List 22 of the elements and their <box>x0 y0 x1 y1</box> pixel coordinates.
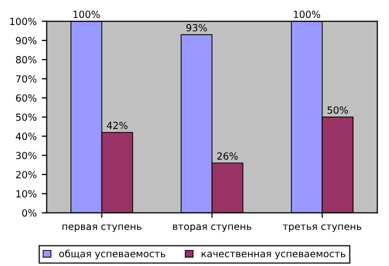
data-label: 42% <box>106 122 128 130</box>
legend-label: общая успеваемость <box>59 250 166 260</box>
data-label: 100% <box>294 10 320 18</box>
data-label: 100% <box>74 10 100 18</box>
y-tick-label: 70% <box>16 75 36 83</box>
data-label: 50% <box>328 106 348 114</box>
y-tick-label: 10% <box>16 190 36 198</box>
x-tick-label: первая ступень <box>62 224 142 232</box>
y-tick-label: 60% <box>16 94 36 102</box>
x-tick-label: третья ступень <box>282 224 362 232</box>
data-label: 93% <box>186 24 207 32</box>
y-tick-label: 100% <box>10 18 36 26</box>
y-tick-label: 50% <box>16 114 36 121</box>
y-tick-label: 30% <box>16 152 36 160</box>
y-tick-label: 40% <box>16 132 36 140</box>
y-tick-label: 80% <box>16 56 36 64</box>
y-tick-label: 90% <box>16 36 36 44</box>
x-tick-label: вторая ступень <box>173 224 252 232</box>
data-label: 26% <box>217 152 238 160</box>
y-tick-label: 20% <box>16 170 36 178</box>
y-tick-label: 0% <box>22 209 36 217</box>
legend-label: качественная успеваемость <box>202 252 346 260</box>
